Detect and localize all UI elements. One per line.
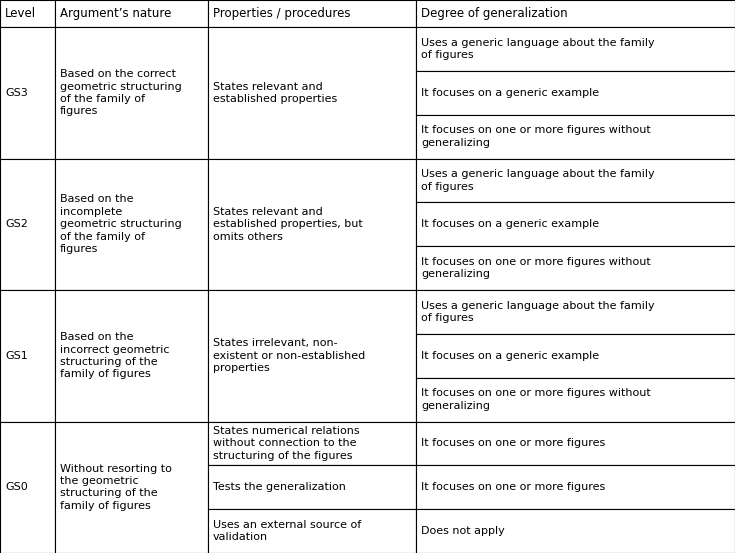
- Bar: [208, 421, 416, 465]
- Text: Without resorting to
the geometric
structuring of the
family of figures: Without resorting to the geometric struc…: [60, 463, 172, 511]
- Text: Properties / procedures: Properties / procedures: [213, 7, 351, 20]
- Bar: [55, 290, 208, 421]
- Bar: [416, 159, 735, 202]
- Bar: [416, 334, 735, 378]
- Bar: [416, 246, 735, 290]
- Text: Does not apply: Does not apply: [421, 526, 505, 536]
- Bar: [0, 0, 55, 27]
- Bar: [208, 509, 416, 553]
- Text: It focuses on one or more figures: It focuses on one or more figures: [421, 439, 605, 448]
- Bar: [416, 71, 735, 114]
- Text: Uses an external source of
validation: Uses an external source of validation: [213, 520, 361, 542]
- Bar: [416, 378, 735, 421]
- Text: GS2: GS2: [5, 219, 28, 229]
- Bar: [208, 27, 416, 159]
- Text: It focuses on a generic example: It focuses on a generic example: [421, 351, 599, 361]
- Text: States relevant and
established properties: States relevant and established properti…: [213, 81, 337, 104]
- Bar: [208, 465, 416, 509]
- Bar: [416, 421, 735, 465]
- Text: Degree of generalization: Degree of generalization: [421, 7, 567, 20]
- Text: Argument’s nature: Argument’s nature: [60, 7, 171, 20]
- Text: It focuses on a generic example: It focuses on a generic example: [421, 88, 599, 98]
- Text: States relevant and
established properties, but
omits others: States relevant and established properti…: [213, 207, 363, 242]
- Text: States numerical relations
without connection to the
structuring of the figures: States numerical relations without conne…: [213, 426, 359, 461]
- Text: Uses a generic language about the family
of figures: Uses a generic language about the family…: [421, 301, 655, 323]
- Text: Level: Level: [5, 7, 36, 20]
- Bar: [416, 0, 735, 27]
- Text: Based on the
incorrect geometric
structuring of the
family of figures: Based on the incorrect geometric structu…: [60, 332, 170, 379]
- Bar: [55, 0, 208, 27]
- Text: GS0: GS0: [5, 482, 28, 492]
- Bar: [0, 159, 55, 290]
- Bar: [416, 202, 735, 246]
- Bar: [55, 27, 208, 159]
- Bar: [0, 290, 55, 421]
- Text: Based on the
incomplete
geometric structuring
of the family of
figures: Based on the incomplete geometric struct…: [60, 195, 182, 254]
- Text: GS1: GS1: [5, 351, 28, 361]
- Bar: [416, 290, 735, 334]
- Text: Uses a generic language about the family
of figures: Uses a generic language about the family…: [421, 169, 655, 192]
- Bar: [55, 421, 208, 553]
- Bar: [416, 509, 735, 553]
- Bar: [416, 114, 735, 159]
- Text: Tests the generalization: Tests the generalization: [213, 482, 346, 492]
- Bar: [208, 0, 416, 27]
- Text: It focuses on a generic example: It focuses on a generic example: [421, 219, 599, 229]
- Text: Uses a generic language about the family
of figures: Uses a generic language about the family…: [421, 38, 655, 60]
- Bar: [0, 27, 55, 159]
- Text: GS3: GS3: [5, 88, 28, 98]
- Text: It focuses on one or more figures without
generalizing: It focuses on one or more figures withou…: [421, 257, 650, 279]
- Bar: [416, 27, 735, 71]
- Bar: [55, 159, 208, 290]
- Text: Based on the correct
geometric structuring
of the family of
figures: Based on the correct geometric structuri…: [60, 69, 182, 116]
- Bar: [208, 290, 416, 421]
- Text: States irrelevant, non-
existent or non-established
properties: States irrelevant, non- existent or non-…: [213, 338, 365, 373]
- Bar: [208, 159, 416, 290]
- Text: It focuses on one or more figures without
generalizing: It focuses on one or more figures withou…: [421, 126, 650, 148]
- Text: It focuses on one or more figures: It focuses on one or more figures: [421, 482, 605, 492]
- Text: It focuses on one or more figures without
generalizing: It focuses on one or more figures withou…: [421, 388, 650, 411]
- Bar: [0, 421, 55, 553]
- Bar: [416, 465, 735, 509]
